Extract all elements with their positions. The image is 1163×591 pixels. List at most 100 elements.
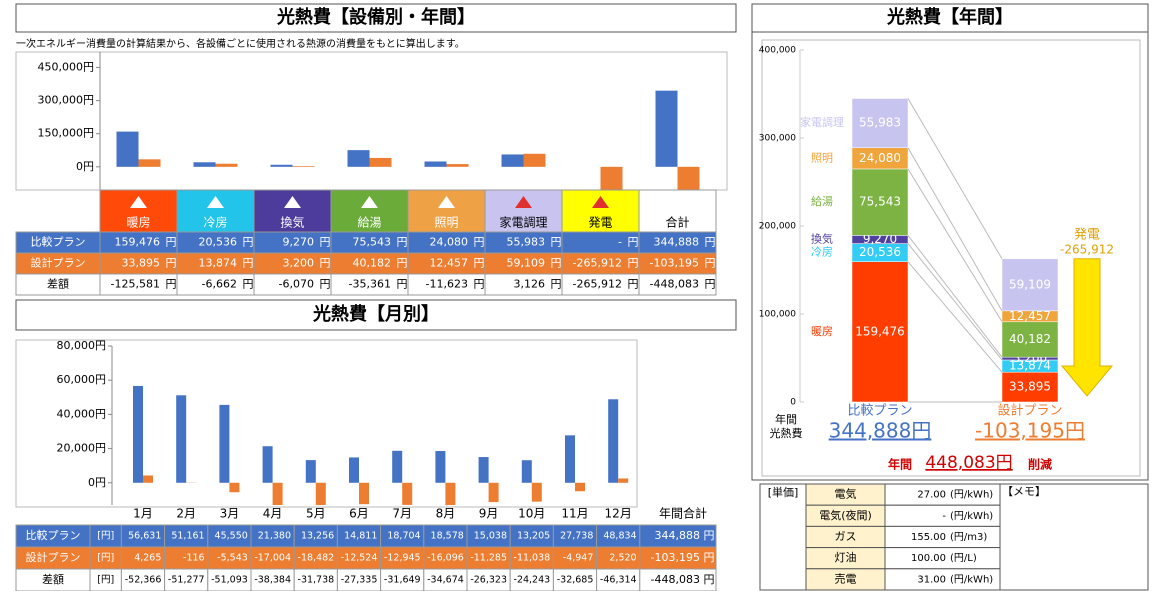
- title-box: [15, 299, 737, 331]
- y-tick-label: 20,000円: [57, 442, 107, 455]
- total-caption: 光熱費: [770, 426, 803, 440]
- table-value: 3,126: [514, 278, 546, 291]
- total-label: 344,888円: [829, 419, 932, 443]
- category-icon: [207, 196, 224, 208]
- series-label: 発電: [1074, 227, 1100, 242]
- table-value: 2,520: [609, 553, 636, 564]
- table-value: -52,366: [125, 575, 162, 586]
- table-value: -4,947: [563, 553, 594, 564]
- table-value: 48,834: [603, 531, 636, 542]
- connector: [907, 261, 1003, 373]
- price-name: 売電: [835, 572, 857, 585]
- connector: [907, 235, 1003, 358]
- table-unit: 円: [243, 278, 254, 291]
- category-label: 換気: [280, 215, 304, 230]
- bar: [608, 399, 619, 483]
- table-value: -5,543: [217, 553, 248, 564]
- x-tick-label: 5月: [306, 507, 326, 521]
- category-cell: [638, 189, 717, 233]
- bar: [488, 482, 499, 503]
- price-value: 27.00: [917, 490, 946, 501]
- y-tick-label: 450,000円: [38, 60, 95, 73]
- table-unit: 円: [628, 257, 639, 270]
- bar: [445, 482, 456, 505]
- table-value: 18,578: [431, 531, 464, 542]
- bar-segment: [1001, 321, 1059, 358]
- bar: [292, 166, 315, 167]
- bar: [424, 161, 447, 167]
- bar-segment: [1001, 258, 1059, 312]
- table-unit: 円: [166, 236, 177, 249]
- table-value: -16,096: [427, 553, 464, 564]
- table-value: -6,070: [279, 278, 314, 291]
- bar: [478, 457, 489, 483]
- category-icon: [361, 196, 378, 208]
- price-value: -: [942, 511, 946, 522]
- total-caption: 年間: [775, 412, 797, 426]
- price-value: 100.00: [911, 553, 946, 564]
- table-value: 56,631: [128, 531, 161, 542]
- table-unit: 円: [551, 257, 562, 270]
- x-tick-label: 8月: [436, 507, 456, 521]
- bar: [402, 482, 413, 505]
- y-tick-label: 300,000円: [38, 94, 95, 107]
- table-value: 27,738: [560, 531, 593, 542]
- bar: [176, 395, 187, 483]
- bar: [262, 446, 273, 483]
- table-unit: 円: [551, 278, 562, 291]
- table-value: 18,704: [387, 531, 420, 542]
- table-value: 24,080: [430, 236, 469, 249]
- table-value: 12,457: [430, 257, 469, 270]
- category-icon: [130, 196, 147, 208]
- bar: [116, 131, 139, 167]
- price-value-cell: [884, 568, 1001, 591]
- table-value: -34,674: [427, 575, 464, 586]
- price-name: ガス: [835, 530, 857, 543]
- price-unit: (円/kWh): [950, 574, 993, 585]
- connector: [907, 243, 1003, 361]
- row-label: 設計プラン: [31, 256, 86, 270]
- table-value: -46,314: [600, 575, 637, 586]
- table-unit: 円: [320, 278, 331, 291]
- table-value: -12,945: [384, 553, 421, 564]
- row-label: 差額: [47, 277, 69, 291]
- table-unit: 円: [474, 236, 485, 249]
- bar: [229, 482, 240, 493]
- y-tick-label: 0: [790, 398, 796, 408]
- category-icon: [438, 196, 455, 208]
- table-value: -125,581: [111, 278, 160, 291]
- bar: [435, 451, 446, 483]
- x-tick-label: 9月: [479, 507, 499, 521]
- x-tick-label: 12月: [605, 507, 632, 521]
- x-tick-label: 3月: [220, 507, 240, 521]
- total-header: 年間合計: [659, 506, 707, 521]
- category-label: 暖房: [126, 215, 150, 230]
- unit-label: [円]: [97, 531, 114, 542]
- chart-title: 光熱費【年間】: [886, 6, 1013, 28]
- table-unit: 円: [705, 257, 716, 270]
- table-value: 75,543: [353, 236, 392, 249]
- bar: [523, 153, 546, 167]
- reduction-suffix: 削減: [1028, 457, 1052, 472]
- bar: [315, 482, 326, 505]
- bar: [138, 159, 161, 167]
- table-value: -12,524: [341, 553, 378, 564]
- connector: [907, 147, 1003, 312]
- x-tick-label: 7月: [392, 507, 412, 521]
- bars: [116, 90, 700, 190]
- table-value: 15,038: [474, 531, 507, 542]
- table-value: -265,912: [573, 278, 622, 291]
- value-label: 159,476: [855, 324, 905, 338]
- bar: [521, 460, 532, 483]
- chart-subtitle: 一次エネルギー消費量の計算結果から、各設備ごとに使用される熱源の消費量をもとに算…: [16, 37, 465, 50]
- bar: [272, 482, 283, 505]
- bar: [446, 164, 469, 167]
- table-value: 51,161: [171, 531, 204, 542]
- value-label: 40,182: [1009, 332, 1051, 346]
- bar: [501, 154, 524, 167]
- table-value: -11,623: [426, 278, 468, 291]
- table-value: -17,004: [254, 553, 291, 564]
- y-tick-label: 200,000: [759, 222, 796, 232]
- table-unit: 円: [320, 236, 331, 249]
- y-tick-label: 80,000円: [57, 339, 107, 352]
